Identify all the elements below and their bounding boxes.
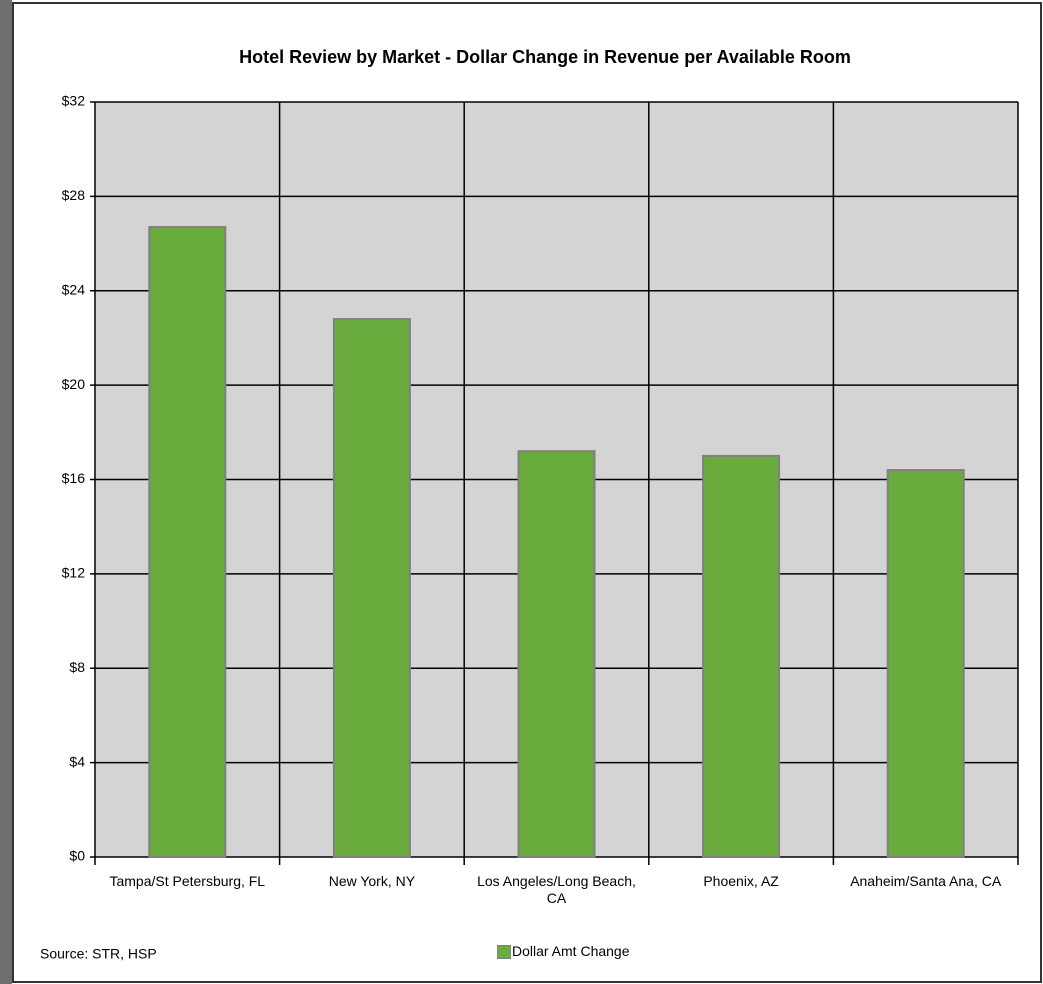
bar	[148, 226, 227, 858]
x-tick-label: Tampa/St Petersburg, FL	[109, 873, 266, 889]
bar	[886, 469, 965, 858]
source: Source: STR, HSP	[40, 946, 157, 962]
x-tick-label: New York, NY	[328, 873, 416, 889]
frame-edge	[0, 0, 12, 984]
y-tick-label: $32	[62, 93, 86, 109]
legend-label: Dollar Amt Change	[512, 943, 630, 959]
bar	[332, 318, 411, 858]
x-tick-label: Phoenix, AZ	[703, 873, 779, 889]
y-tick-label: $8	[69, 659, 85, 675]
bar	[517, 450, 596, 858]
y-tick-label: $4	[69, 753, 85, 769]
chart-title: Hotel Review by Market - Dollar Change i…	[239, 47, 851, 67]
y-tick-label: $0	[69, 848, 85, 864]
legend-swatch	[497, 945, 511, 959]
y-tick-label: $24	[62, 281, 86, 297]
x-tick-label: Anaheim/Santa Ana, CA	[850, 873, 1002, 889]
y-tick-label: $20	[62, 376, 86, 392]
frame	[12, 2, 1042, 983]
x-tick-label: Los Angeles/Long Beach, CA	[477, 873, 636, 906]
y-tick-label: $16	[62, 470, 86, 486]
y-tick-label: $28	[62, 187, 86, 203]
y-tick-label: $12	[62, 565, 86, 581]
bar	[702, 454, 781, 858]
